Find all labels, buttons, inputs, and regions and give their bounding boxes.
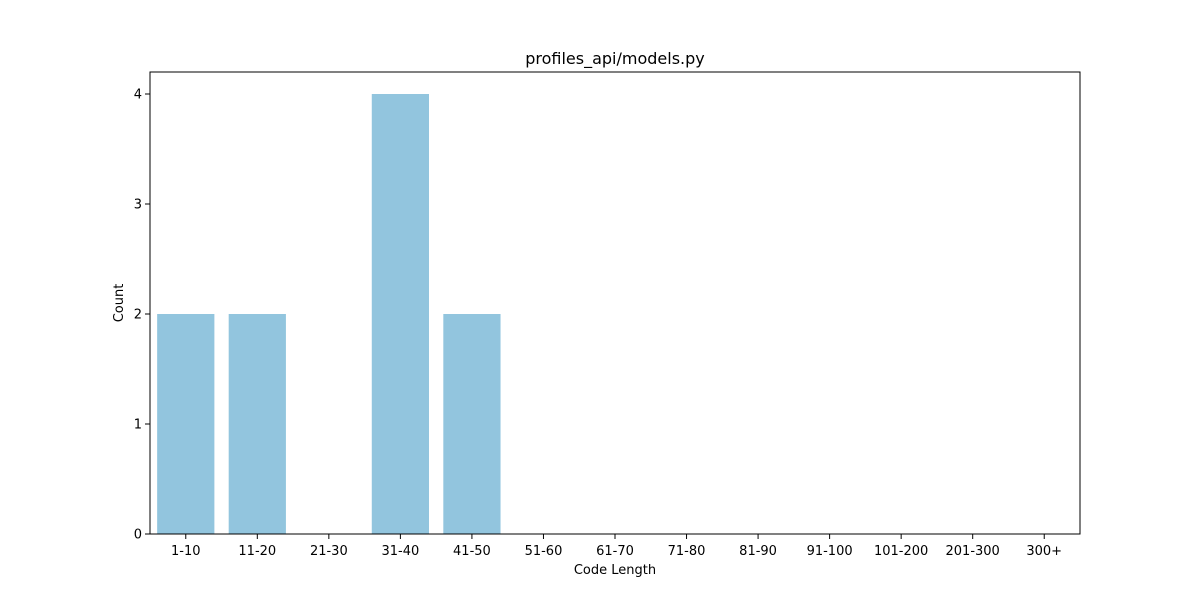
chart-title: profiles_api/models.py: [525, 49, 705, 69]
x-tick-label: 101-200: [874, 544, 928, 559]
x-tick-label: 11-20: [238, 544, 276, 559]
y-tick-label: 2: [134, 308, 142, 323]
axes-frame: [149, 71, 1081, 535]
x-tick-label: 201-300: [946, 544, 1000, 559]
x-tick-label: 31-40: [381, 544, 419, 559]
x-tick-label: 51-60: [525, 544, 563, 559]
bar-1-10: [157, 314, 215, 534]
plot-area: 1-10 11-20 21-30 31-40 41-50 51-60 61-70 71-80 8…: [134, 71, 1081, 559]
x-tick-label: 1-10: [171, 544, 201, 559]
y-axis-label: Count: [112, 284, 127, 323]
y-tick-label: 0: [134, 528, 142, 543]
x-tick-label: 71-80: [668, 544, 706, 559]
bar-11-20: [228, 314, 286, 534]
bar-41-50: [443, 314, 501, 534]
x-tick-label: 81-90: [739, 544, 777, 559]
bar-31-40: [371, 94, 429, 534]
x-axis-label: Code Length: [574, 563, 656, 578]
x-tick-label: 41-50: [453, 544, 491, 559]
x-tick-label: 61-70: [596, 544, 634, 559]
y-tick-label: 1: [134, 418, 142, 433]
x-tick-label: 300+: [1026, 544, 1062, 559]
y-tick-label: 4: [134, 88, 142, 103]
y-tick-label: 3: [134, 198, 142, 213]
x-tick-label: 91-100: [807, 544, 853, 559]
x-tick-label: 21-30: [310, 544, 348, 559]
